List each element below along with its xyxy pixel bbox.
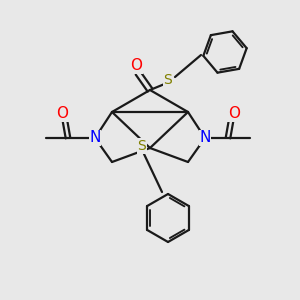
Text: O: O — [228, 106, 240, 122]
Text: O: O — [56, 106, 68, 122]
Text: O: O — [130, 58, 142, 74]
Text: S: S — [164, 73, 172, 87]
Text: N: N — [199, 130, 211, 146]
Text: S: S — [138, 139, 146, 153]
Text: N: N — [89, 130, 101, 146]
